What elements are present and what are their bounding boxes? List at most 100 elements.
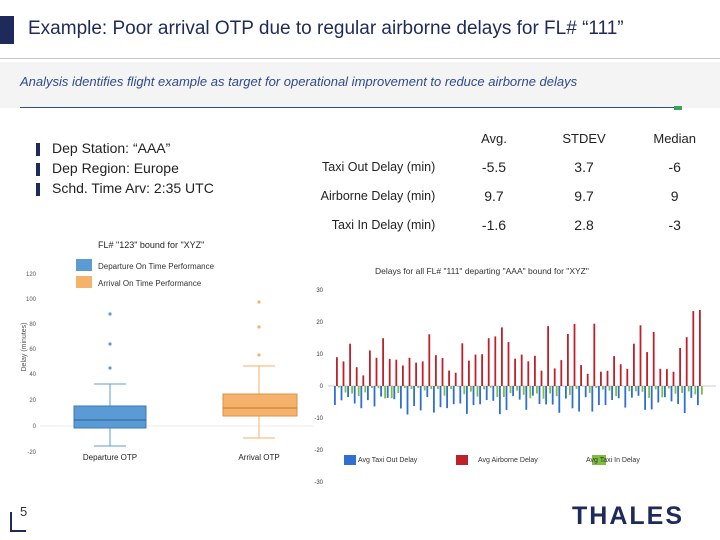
- bar: [584, 386, 587, 398]
- bar: [606, 370, 609, 386]
- bar: [509, 386, 512, 394]
- bar-chart-title: Delays for all FL# "111" departing "AAA"…: [375, 266, 589, 276]
- row-label: Taxi Out Delay (min): [322, 159, 436, 174]
- bar: [683, 386, 686, 413]
- bar: [646, 352, 648, 386]
- bar: [489, 386, 492, 388]
- bar: [650, 386, 653, 410]
- bar: [652, 331, 655, 386]
- y-tick: 120: [26, 272, 37, 278]
- cell-value: -5.5: [481, 158, 507, 175]
- subtitle-underline: [20, 107, 680, 108]
- bar: [351, 386, 353, 394]
- cell-value: -3: [668, 216, 681, 233]
- legend-label-airborne: Avg Airborne Delay: [478, 457, 538, 464]
- boxplot-title: FL# "123" bound for "XYZ": [98, 240, 205, 250]
- bar: [641, 386, 644, 392]
- bar: [402, 365, 404, 386]
- bar: [415, 362, 417, 386]
- departure-outlier: [108, 312, 112, 316]
- legend-swatch-taxi-in: [592, 455, 606, 465]
- legend-label-taxi-in: Avg Taxi In Delay: [586, 457, 640, 464]
- bar: [624, 386, 627, 408]
- bar: [336, 357, 338, 386]
- bar: [547, 326, 549, 386]
- bar: [617, 386, 620, 399]
- cell-value: 2.8: [574, 216, 594, 233]
- bar: [443, 386, 446, 396]
- bar: [487, 338, 490, 386]
- y-tick: 80: [29, 322, 36, 328]
- y-tick: 40: [29, 372, 36, 378]
- bar: [602, 386, 604, 390]
- bar: [560, 360, 563, 386]
- bar: [578, 386, 580, 412]
- y-tick: 20: [29, 398, 36, 404]
- bar: [435, 355, 437, 386]
- legend-label-departure: Departure On Time Performance: [98, 262, 215, 271]
- departure-box: [73, 405, 147, 429]
- bar: [357, 386, 360, 396]
- bar: [600, 371, 602, 386]
- bar: [567, 334, 569, 386]
- y-tick: -30: [314, 480, 323, 486]
- bar: [514, 358, 516, 386]
- bar: [367, 386, 369, 401]
- bar: [631, 386, 633, 398]
- delays-bar-chart: 30 20 10 0 -10 -20 -30: [314, 288, 716, 486]
- bar: [437, 386, 439, 389]
- bar: [369, 350, 371, 386]
- delay-stats-table: Avg. STDEV Median Taxi Out Delay (min) -…: [296, 124, 720, 239]
- bar: [518, 386, 521, 400]
- bar: [347, 386, 349, 398]
- bar: [400, 386, 402, 409]
- departure-outlier: [108, 366, 112, 370]
- row-label: Taxi In Delay (min): [331, 217, 436, 232]
- detail-sched-time: Schd. Time Arv: 2:35 UTC: [36, 180, 214, 196]
- y-tick: -20: [27, 450, 36, 456]
- boxplot-chart: Delay (minutes) 120 100 80 60 40 20 0 -2…: [21, 272, 314, 462]
- bar: [670, 386, 673, 402]
- table-row: Airborne Delay (min) 9.7 9.7 9: [296, 181, 720, 210]
- bar: [501, 327, 503, 386]
- arrival-box: [222, 393, 298, 417]
- bar: [468, 360, 470, 386]
- bar: [633, 343, 635, 386]
- bar: [408, 357, 411, 386]
- bar: [494, 336, 497, 386]
- bar: [532, 386, 534, 396]
- legend-swatch-taxi-out: [344, 455, 356, 465]
- cell-value: 9: [670, 187, 679, 204]
- bar: [613, 356, 615, 386]
- bar: [384, 386, 386, 399]
- arrival-outlier: [257, 300, 261, 304]
- flight-details: Dep Station: “AAA” Dep Region: Europe Sc…: [36, 140, 214, 200]
- subtitle-band: Analysis identifies flight example as ta…: [0, 62, 720, 110]
- bar: [505, 386, 508, 410]
- bar: [542, 386, 545, 399]
- bar: [421, 361, 424, 386]
- bar: [690, 386, 693, 398]
- detail-dep-station: Dep Station: “AAA”: [36, 140, 214, 156]
- bar: [657, 386, 660, 403]
- title-divider: [0, 58, 720, 59]
- y-tick: 100: [26, 297, 37, 303]
- bar: [470, 386, 472, 392]
- bar: [668, 386, 670, 389]
- boxplot-ylabel: Delay (minutes): [21, 322, 28, 371]
- bar: [538, 386, 541, 405]
- y-tick: 0: [33, 424, 37, 430]
- bar: [615, 386, 617, 397]
- bar: [349, 343, 351, 386]
- bar: [472, 386, 475, 406]
- category-label-departure: Departure OTP: [83, 453, 137, 462]
- bar: [593, 323, 596, 386]
- bar: [338, 386, 340, 388]
- bar: [388, 358, 391, 386]
- bar: [565, 386, 567, 399]
- corner-bracket: [10, 512, 26, 532]
- cell-value: -1.6: [481, 216, 507, 233]
- subtitle-accent: [674, 106, 682, 110]
- bar: [527, 361, 530, 386]
- bar: [697, 386, 699, 406]
